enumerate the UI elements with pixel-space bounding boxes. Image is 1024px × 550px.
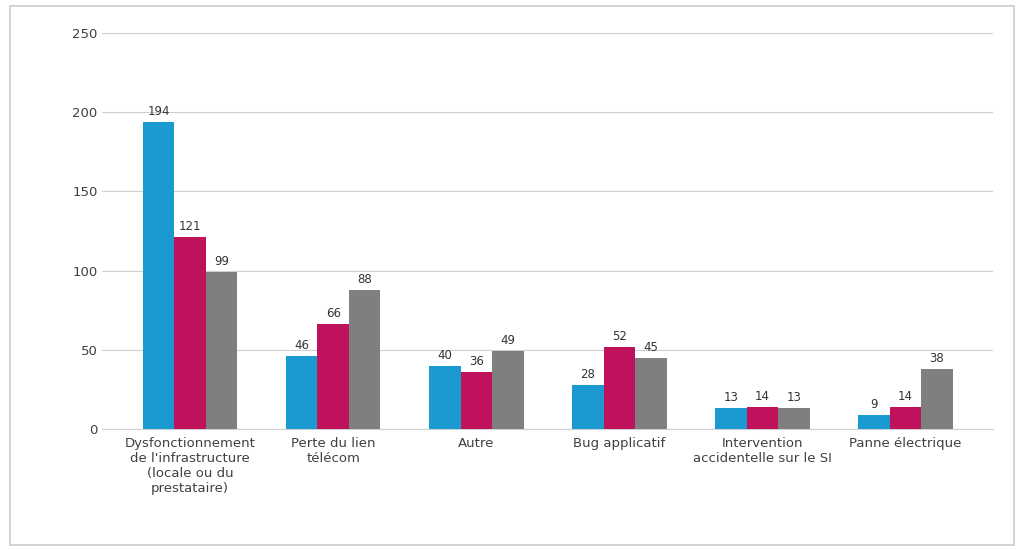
Text: 36: 36 xyxy=(469,355,483,368)
Text: 40: 40 xyxy=(437,349,453,362)
Bar xyxy=(429,366,461,429)
Text: 45: 45 xyxy=(643,341,658,354)
Text: 52: 52 xyxy=(612,329,627,343)
Text: 14: 14 xyxy=(898,390,913,403)
Text: 13: 13 xyxy=(724,392,738,404)
Bar xyxy=(572,384,603,429)
Text: 66: 66 xyxy=(326,307,341,321)
Bar xyxy=(603,346,635,429)
Text: 38: 38 xyxy=(930,352,944,365)
Bar xyxy=(143,122,174,429)
Text: 121: 121 xyxy=(179,221,202,233)
Text: 14: 14 xyxy=(755,390,770,403)
Bar xyxy=(174,238,206,429)
Bar xyxy=(461,372,493,429)
Text: 9: 9 xyxy=(870,398,878,411)
Bar xyxy=(922,369,952,429)
Bar xyxy=(890,407,922,429)
Text: 194: 194 xyxy=(147,104,170,118)
Bar xyxy=(635,358,667,429)
Text: 88: 88 xyxy=(357,273,372,285)
Bar xyxy=(858,415,890,429)
Bar xyxy=(746,407,778,429)
Bar xyxy=(206,272,238,429)
Bar xyxy=(349,290,381,429)
Bar xyxy=(715,409,746,429)
Bar xyxy=(317,324,349,429)
Bar xyxy=(493,351,523,429)
Text: 28: 28 xyxy=(581,368,595,381)
Bar xyxy=(778,409,810,429)
Text: 46: 46 xyxy=(294,339,309,352)
Text: 13: 13 xyxy=(786,392,802,404)
Bar xyxy=(286,356,317,429)
Text: 99: 99 xyxy=(214,255,229,268)
Text: 49: 49 xyxy=(501,334,515,348)
